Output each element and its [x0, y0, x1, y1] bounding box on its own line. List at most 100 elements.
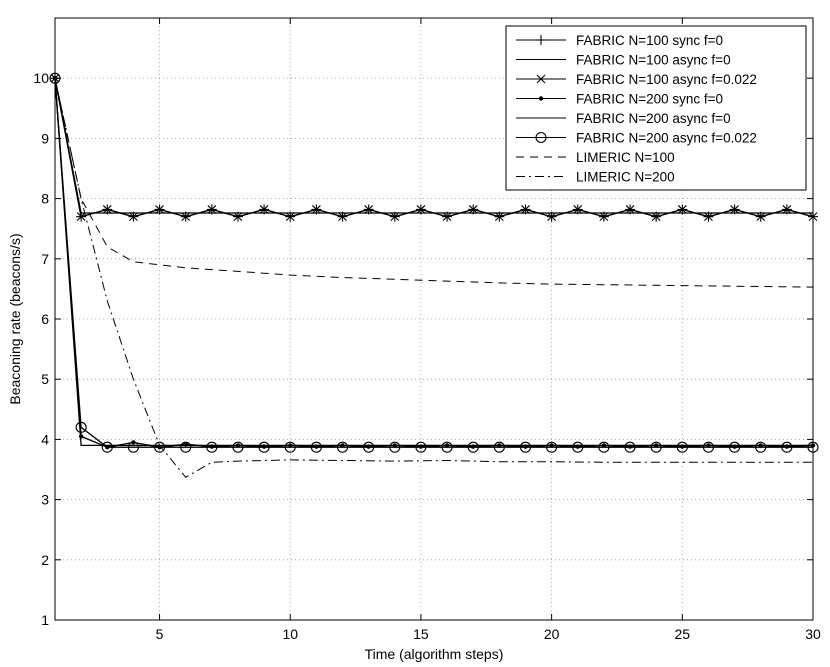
data-point — [336, 441, 349, 453]
data-point — [310, 441, 322, 453]
data-point — [155, 205, 164, 214]
y-tick-label: 2 — [41, 552, 49, 568]
data-point — [572, 441, 584, 453]
data-point — [781, 441, 793, 453]
legend-item: FABRIC N=200 async f=0.022 — [516, 131, 757, 146]
legend-item: FABRIC N=100 async f=0 — [516, 53, 731, 68]
series-line — [54, 78, 814, 218]
data-point — [756, 212, 766, 222]
data-point — [599, 212, 609, 222]
legend-item: FABRIC N=200 async f=0 — [516, 111, 731, 126]
data-point — [573, 205, 583, 214]
legend-item: FABRIC N=100 sync f=0 — [516, 33, 723, 48]
data-point — [311, 205, 321, 214]
x-tick-label: 10 — [282, 626, 298, 642]
data-point — [624, 441, 636, 453]
legend-item: FABRIC N=100 async f=0.022 — [516, 72, 757, 87]
x-tick-label: 30 — [805, 626, 821, 642]
data-point — [808, 212, 818, 222]
series-7 — [54, 78, 814, 288]
data-point — [677, 205, 687, 214]
data-point — [468, 205, 478, 214]
legend-label: FABRIC N=200 async f=0 — [576, 111, 731, 126]
legend-item: FABRIC N=200 sync f=0 — [516, 92, 723, 107]
legend-item: LIMERIC N=100 — [516, 150, 675, 165]
y-tick-label: 3 — [41, 492, 49, 508]
data-point — [258, 441, 270, 453]
x-tick-label: 5 — [156, 626, 164, 642]
data-point — [442, 212, 452, 222]
legend-label: FABRIC N=100 sync f=0 — [576, 33, 723, 48]
data-point — [338, 212, 347, 222]
y-axis-label: Beaconing rate (beacons/s) — [7, 233, 23, 404]
x-tick-label: 20 — [544, 626, 560, 642]
series-6 — [49, 72, 819, 453]
legend-marker — [536, 35, 546, 45]
y-tick-label: 8 — [41, 191, 49, 207]
data-point — [49, 72, 61, 84]
data-point — [233, 212, 243, 222]
data-point — [127, 441, 139, 453]
legend-marker — [535, 131, 547, 144]
legend-label: FABRIC N=200 async f=0.022 — [576, 131, 757, 146]
axis-ticks: 5 10 15 20 25 30 1 2 3 4 5 6 7 8 9 10 — [33, 18, 821, 642]
data-point — [416, 205, 426, 214]
series-line — [54, 78, 813, 448]
data-point — [180, 441, 192, 453]
legend-label: FABRIC N=200 sync f=0 — [576, 92, 723, 107]
data-point — [364, 205, 374, 214]
series-line — [54, 78, 813, 478]
legend-label: FABRIC N=100 async f=0 — [576, 53, 731, 68]
series-line — [54, 78, 814, 288]
x-tick-label: 15 — [413, 626, 429, 642]
data-point — [76, 212, 86, 222]
data-point — [782, 205, 792, 214]
series-layer — [49, 72, 819, 478]
data-point — [232, 441, 244, 453]
data-point — [494, 212, 504, 222]
y-tick-label: 1 — [41, 612, 49, 628]
data-point — [181, 212, 191, 222]
data-point — [101, 441, 113, 453]
x-axis-label: Time (algorithm steps) — [365, 646, 504, 662]
data-point — [625, 205, 635, 214]
data-point — [755, 441, 767, 453]
data-point — [651, 212, 661, 222]
data-point — [206, 441, 218, 453]
data-point — [467, 441, 479, 453]
data-point — [807, 441, 819, 453]
data-point — [102, 205, 112, 214]
data-point — [207, 205, 217, 214]
data-point — [154, 441, 166, 453]
y-tick-label: 5 — [41, 371, 49, 387]
y-tick-label: 4 — [41, 431, 49, 447]
legend-item: LIMERIC N=200 — [516, 170, 675, 185]
legend-label: LIMERIC N=200 — [576, 170, 675, 185]
data-point — [389, 441, 401, 453]
data-point — [650, 441, 662, 453]
data-point — [441, 441, 453, 453]
y-tick-label: 7 — [41, 251, 49, 267]
data-point — [519, 441, 532, 453]
data-point — [363, 441, 375, 453]
data-point — [415, 441, 427, 453]
legend-label: FABRIC N=100 async f=0.022 — [576, 72, 757, 87]
data-point — [676, 441, 688, 453]
y-tick-label: 10 — [33, 70, 49, 86]
legend-marker — [536, 74, 546, 84]
legend-label: LIMERIC N=100 — [576, 150, 675, 165]
y-tick-label: 6 — [41, 311, 49, 327]
data-point — [259, 205, 269, 214]
legend-marker — [538, 96, 544, 101]
data-point — [730, 205, 739, 214]
data-point — [546, 441, 558, 453]
series-3 — [50, 73, 818, 222]
data-point — [729, 441, 741, 453]
data-point — [521, 205, 530, 214]
data-point — [75, 421, 87, 433]
legend-box — [505, 25, 807, 191]
data-point — [598, 441, 610, 453]
x-tick-label: 25 — [675, 626, 691, 642]
data-point — [129, 212, 138, 222]
